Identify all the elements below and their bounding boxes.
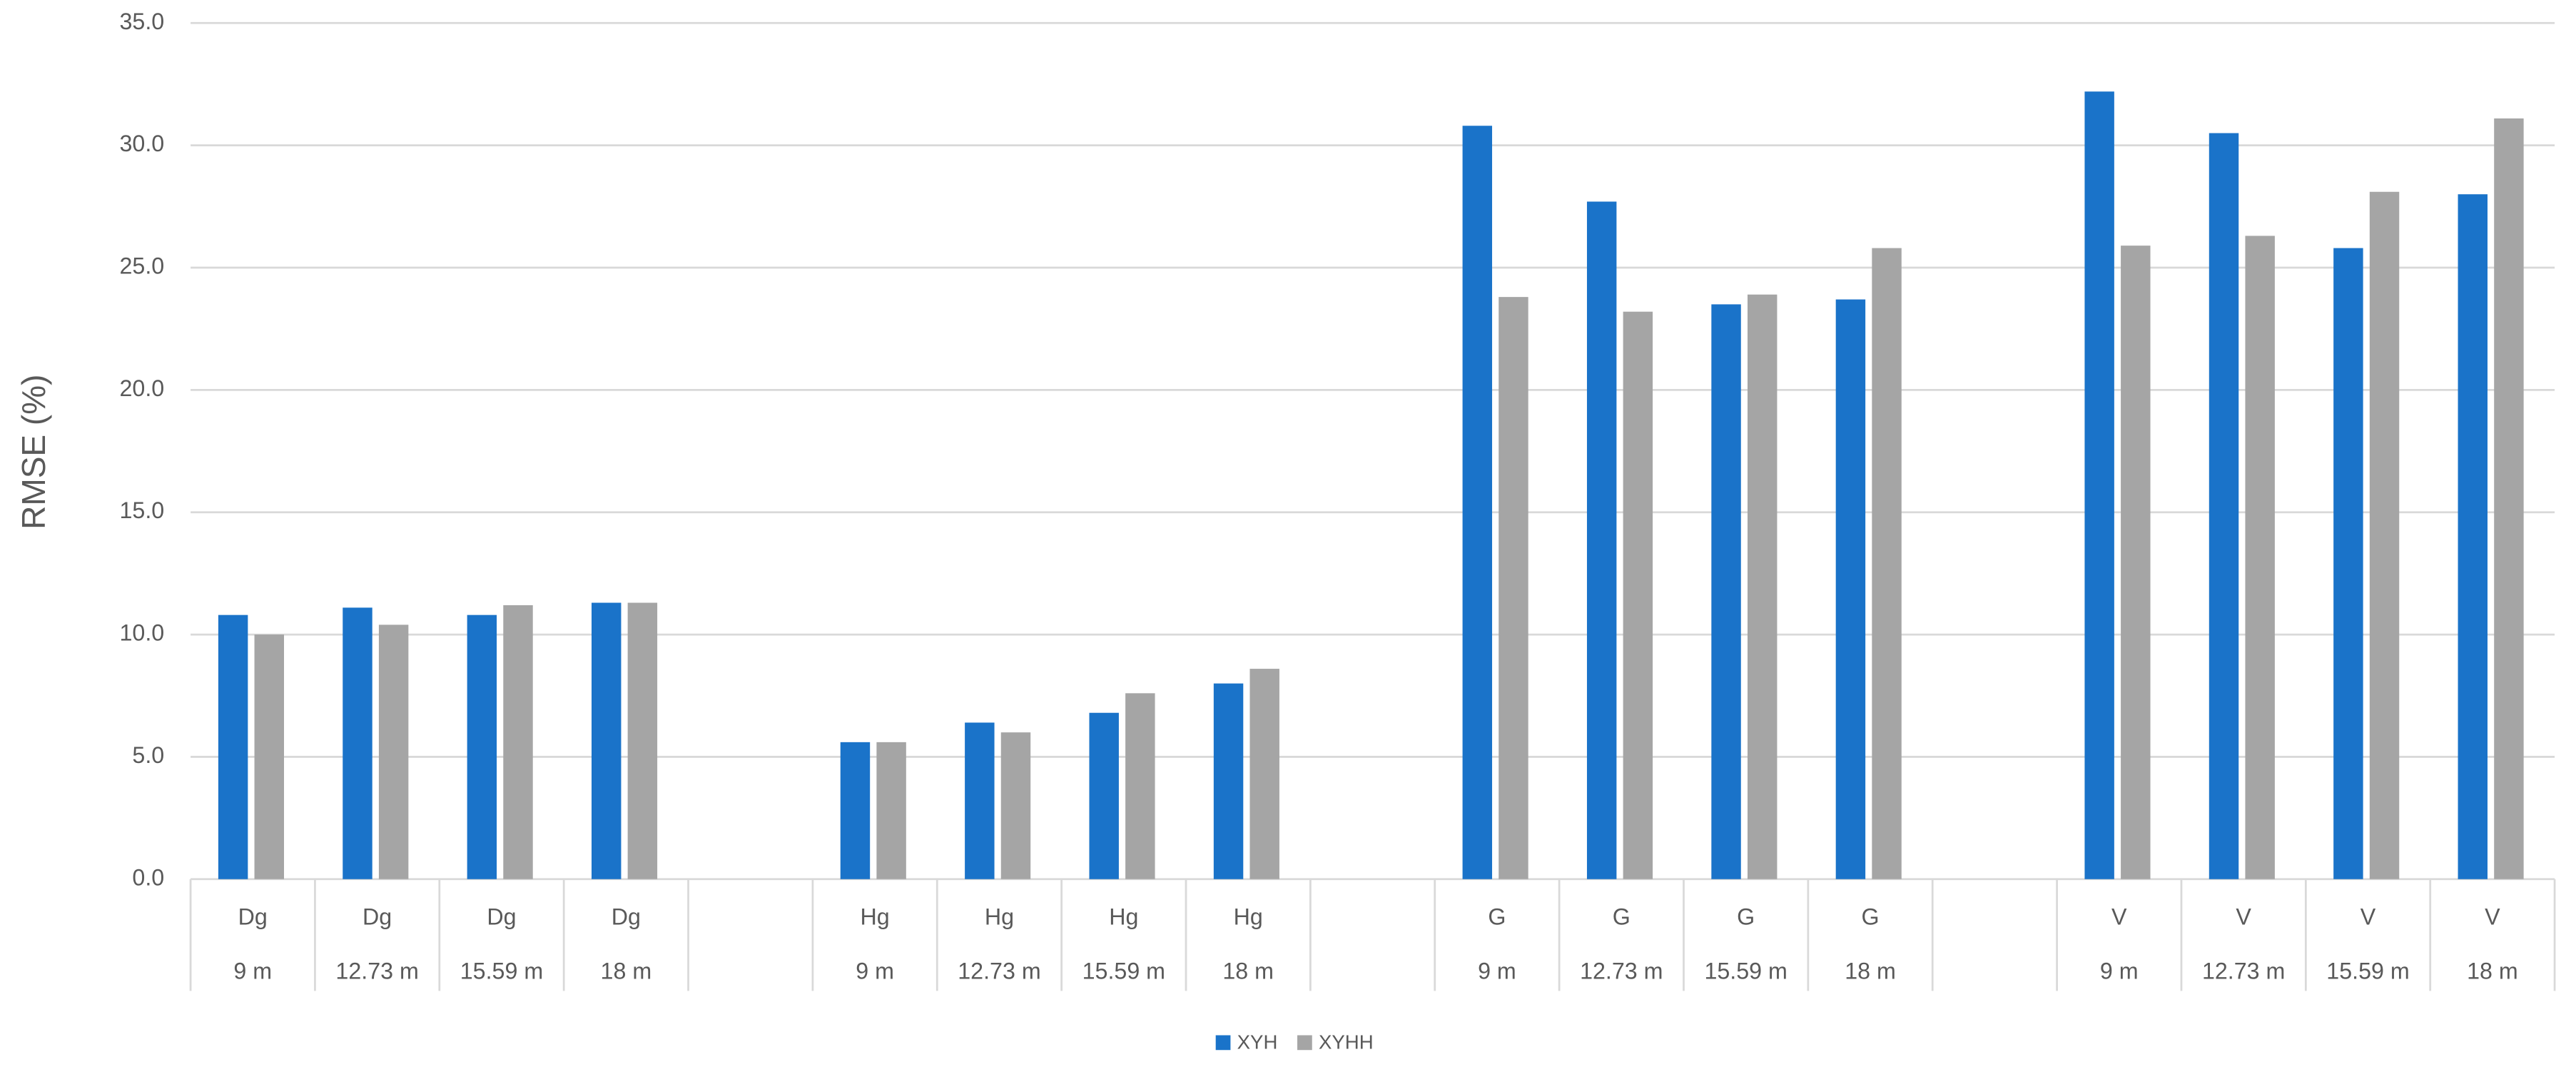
bar bbox=[1586, 201, 1617, 879]
bar bbox=[2121, 246, 2151, 879]
category-group-label: Dg bbox=[362, 904, 392, 930]
category-group-label: G bbox=[1613, 904, 1631, 930]
bar bbox=[218, 615, 248, 879]
bar bbox=[254, 634, 284, 879]
category-group-label: Dg bbox=[612, 904, 641, 930]
bar bbox=[1835, 299, 1866, 879]
bar bbox=[2333, 248, 2363, 879]
y-tick-label: 35.0 bbox=[120, 9, 165, 34]
category-group-label: Hg bbox=[1109, 904, 1138, 930]
bar bbox=[1213, 683, 1244, 879]
bar bbox=[1623, 311, 1653, 879]
bar bbox=[1711, 304, 1741, 879]
bar bbox=[1747, 294, 1778, 879]
x-tick-label: 18 m bbox=[601, 959, 652, 984]
category-group-label: G bbox=[1488, 904, 1506, 930]
legend-label: XYHH bbox=[1319, 1031, 1374, 1053]
legend-swatch bbox=[1297, 1035, 1312, 1051]
y-tick-label: 5.0 bbox=[132, 742, 164, 768]
category-group-label: Dg bbox=[487, 904, 516, 930]
legend-label: XYH bbox=[1237, 1031, 1278, 1053]
y-tick-label: 10.0 bbox=[120, 620, 165, 646]
x-tick-label: 12.73 m bbox=[1580, 959, 1663, 984]
category-group-label: V bbox=[2111, 904, 2127, 930]
x-tick-label: 12.73 m bbox=[2202, 959, 2285, 984]
y-tick-label: 0.0 bbox=[132, 864, 164, 890]
category-group-label: V bbox=[2485, 904, 2500, 930]
legend-swatch bbox=[1215, 1035, 1231, 1051]
category-group-label: Hg bbox=[1234, 904, 1263, 930]
y-tick-label: 15.0 bbox=[120, 497, 165, 523]
bar bbox=[2494, 118, 2524, 879]
bar bbox=[627, 602, 658, 879]
x-tick-label: 15.59 m bbox=[1704, 959, 1787, 984]
category-group-label: Dg bbox=[238, 904, 268, 930]
category-group-label: Hg bbox=[860, 904, 889, 930]
bar bbox=[2209, 133, 2239, 879]
x-tick-label: 9 m bbox=[856, 959, 894, 984]
bar bbox=[840, 742, 871, 879]
bar bbox=[378, 624, 409, 879]
x-tick-label: 18 m bbox=[1845, 959, 1896, 984]
x-tick-label: 18 m bbox=[1222, 959, 1274, 984]
bar bbox=[592, 602, 622, 879]
bar bbox=[2084, 91, 2114, 879]
bar bbox=[467, 615, 497, 879]
bar bbox=[876, 742, 906, 879]
bar bbox=[1125, 693, 1155, 879]
bar bbox=[1249, 669, 1279, 879]
category-group-label: V bbox=[2361, 904, 2376, 930]
x-tick-label: 15.59 m bbox=[1082, 959, 1165, 984]
x-tick-label: 12.73 m bbox=[335, 959, 418, 984]
bar bbox=[1462, 126, 1493, 879]
x-tick-label: 15.59 m bbox=[460, 959, 543, 984]
x-tick-label: 9 m bbox=[2100, 959, 2139, 984]
bar bbox=[1000, 732, 1031, 879]
category-group-label: G bbox=[1737, 904, 1755, 930]
bar bbox=[965, 722, 995, 879]
x-tick-label: 9 m bbox=[1478, 959, 1516, 984]
bar bbox=[2458, 194, 2488, 879]
bar bbox=[503, 605, 533, 879]
bar bbox=[1089, 712, 1119, 879]
bar bbox=[1499, 297, 1528, 879]
bar bbox=[1872, 248, 1902, 879]
category-group-label: Hg bbox=[985, 904, 1014, 930]
bar bbox=[343, 607, 372, 879]
category-group-label: V bbox=[2236, 904, 2251, 930]
y-axis-title: RMSE (%) bbox=[15, 375, 52, 530]
x-tick-label: 18 m bbox=[2467, 959, 2518, 984]
x-tick-label: 12.73 m bbox=[958, 959, 1040, 984]
y-tick-label: 30.0 bbox=[120, 131, 165, 156]
y-tick-label: 25.0 bbox=[120, 253, 165, 279]
bar bbox=[2245, 236, 2275, 879]
x-tick-label: 9 m bbox=[233, 959, 272, 984]
category-group-label: G bbox=[1862, 904, 1880, 930]
bar bbox=[2369, 191, 2400, 879]
y-tick-label: 20.0 bbox=[120, 375, 165, 401]
x-tick-label: 15.59 m bbox=[2326, 959, 2409, 984]
